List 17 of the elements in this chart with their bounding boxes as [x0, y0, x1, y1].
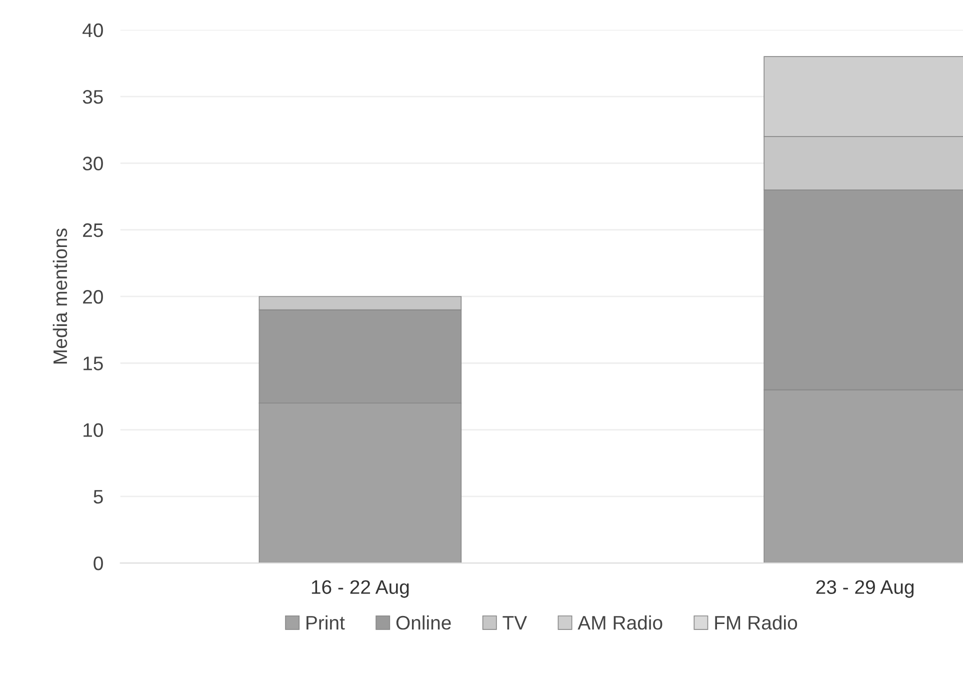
y-tick-label: 40 — [82, 23, 103, 38]
legend-label: Print — [306, 615, 345, 630]
y-tick-label: 25 — [83, 223, 103, 238]
y-tick-label: 10 — [84, 423, 103, 437]
legend-label: AM Radio — [578, 615, 662, 630]
y-tick-label: 30 — [82, 156, 103, 170]
x-tick-label: 23 - 29 Aug — [816, 580, 914, 598]
legend-label: Online — [396, 615, 451, 630]
legend-label: TV — [502, 616, 528, 630]
y-tick-label: 0 — [94, 556, 103, 570]
legend-label: FM Radio — [715, 615, 798, 630]
y-tick-label: 5 — [94, 490, 103, 504]
y-tick-label: 35 — [82, 90, 103, 104]
x-tick-label: 16 - 22 Aug — [312, 580, 409, 598]
y-tick-label: 15 — [84, 356, 103, 370]
y-tick-label: 20 — [83, 290, 103, 304]
y-axis-title: Media mentions — [52, 228, 68, 364]
